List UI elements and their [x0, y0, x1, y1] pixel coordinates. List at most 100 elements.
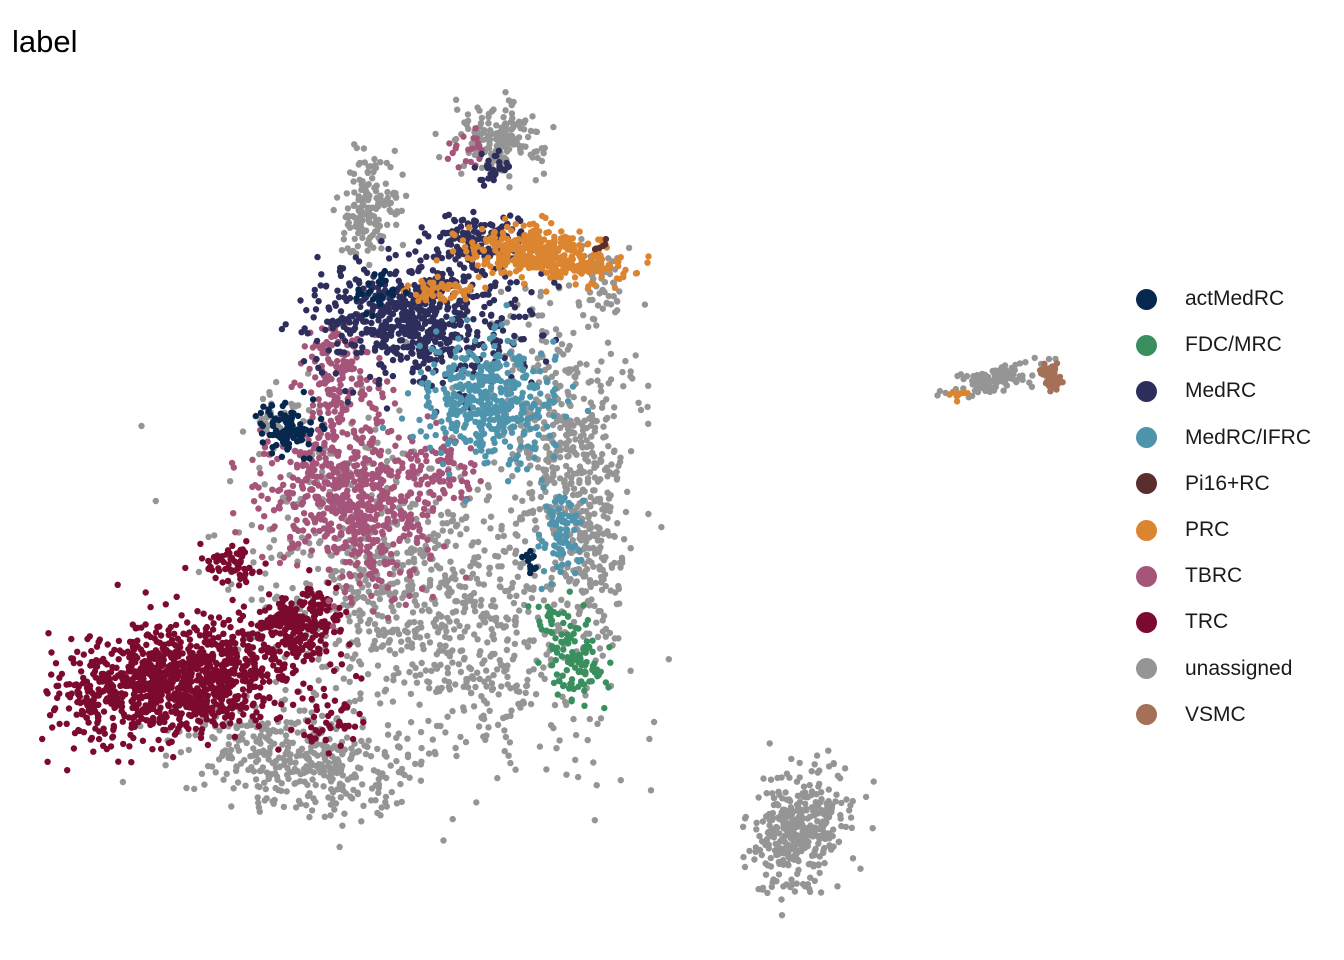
- scatter-point: [587, 399, 594, 406]
- scatter-point: [390, 510, 398, 518]
- scatter-point: [230, 510, 237, 517]
- scatter-point: [591, 532, 598, 540]
- scatter-point: [485, 113, 492, 121]
- scatter-point: [115, 758, 122, 765]
- scatter-point: [528, 594, 536, 602]
- scatter-point: [768, 883, 775, 890]
- scatter-point: [374, 522, 382, 529]
- scatter-point: [115, 637, 123, 645]
- scatter-point: [830, 843, 837, 850]
- scatter-point: [307, 600, 315, 607]
- scatter-point: [276, 486, 284, 493]
- scatter-point: [843, 796, 850, 803]
- scatter-point: [385, 639, 392, 646]
- scatter-point: [1022, 359, 1029, 366]
- scatter-point: [371, 505, 378, 513]
- scatter-point: [327, 801, 335, 808]
- scatter-point: [383, 457, 391, 465]
- scatter-point: [363, 493, 370, 500]
- scatter-point: [229, 705, 236, 712]
- scatter-point: [536, 743, 544, 750]
- scatter-point: [65, 705, 73, 712]
- scatter-point: [991, 374, 999, 381]
- scatter-point: [369, 175, 376, 182]
- scatter-point: [316, 648, 323, 655]
- scatter-point: [353, 144, 360, 152]
- scatter-point: [311, 466, 318, 474]
- scatter-point: [309, 634, 316, 641]
- scatter-point: [129, 676, 136, 683]
- scatter-point: [247, 650, 254, 658]
- scatter-point: [809, 852, 816, 859]
- scatter-point: [91, 708, 99, 715]
- scatter-point: [182, 564, 189, 572]
- scatter-point: [432, 616, 440, 623]
- scatter-point: [346, 641, 353, 648]
- scatter-point: [572, 436, 579, 443]
- scatter-point: [314, 740, 321, 748]
- scatter-point: [627, 667, 634, 674]
- scatter-point: [591, 487, 598, 494]
- scatter-point: [157, 704, 164, 711]
- scatter-point: [172, 621, 180, 629]
- scatter-point: [963, 372, 971, 380]
- scatter-point: [393, 221, 400, 228]
- scatter-point: [502, 107, 509, 114]
- scatter-point: [393, 614, 400, 621]
- scatter-point: [813, 752, 821, 759]
- scatter-point: [612, 589, 619, 596]
- scatter-point: [119, 718, 127, 725]
- scatter-point: [271, 699, 278, 706]
- scatter-point: [558, 401, 565, 408]
- scatter-point: [494, 553, 502, 560]
- scatter-point: [185, 682, 192, 689]
- scatter-point: [330, 667, 338, 674]
- scatter-point: [506, 139, 513, 147]
- scatter-point: [289, 584, 296, 592]
- scatter-point: [529, 113, 536, 120]
- scatter-point: [359, 781, 366, 788]
- scatter-point: [395, 669, 402, 677]
- scatter-point: [526, 489, 533, 497]
- scatter-point: [504, 662, 511, 669]
- scatter-point: [607, 350, 615, 358]
- scatter-point: [266, 748, 273, 756]
- scatter-point: [506, 173, 513, 180]
- scatter-point: [432, 623, 439, 630]
- scatter-point: [236, 571, 243, 578]
- scatter-point: [277, 728, 284, 735]
- scatter-point: [207, 614, 215, 621]
- scatter-point: [413, 602, 420, 609]
- scatter-point: [510, 599, 518, 607]
- scatter-point: [565, 391, 572, 398]
- scatter-point: [392, 190, 399, 197]
- scatter-point: [266, 389, 273, 396]
- scatter-point: [374, 691, 381, 698]
- scatter-point: [200, 610, 207, 617]
- scatter-point: [622, 357, 629, 365]
- scatter-point: [418, 659, 425, 667]
- scatter-point: [220, 666, 228, 673]
- scatter-point: [96, 636, 104, 643]
- scatter-point: [343, 608, 350, 616]
- scatter-point: [333, 584, 340, 592]
- scatter-point: [229, 596, 236, 604]
- scatter-point: [381, 688, 388, 695]
- scatter-point: [607, 376, 615, 383]
- scatter-point: [384, 221, 391, 228]
- scatter-point: [475, 723, 483, 730]
- scatter-point: [294, 688, 301, 695]
- scatter-point: [145, 684, 152, 692]
- scatter-point: [646, 735, 653, 743]
- scatter-point: [396, 569, 404, 576]
- scatter-point: [376, 222, 384, 230]
- scatter-point: [385, 448, 392, 455]
- scatter-point: [75, 682, 82, 689]
- scatter-point: [318, 632, 325, 639]
- scatter-point: [586, 580, 594, 588]
- scatter-point: [596, 566, 603, 573]
- scatter-point: [63, 720, 70, 727]
- scatter-point: [109, 664, 117, 671]
- scatter-point: [491, 459, 498, 466]
- scatter-point: [503, 713, 510, 720]
